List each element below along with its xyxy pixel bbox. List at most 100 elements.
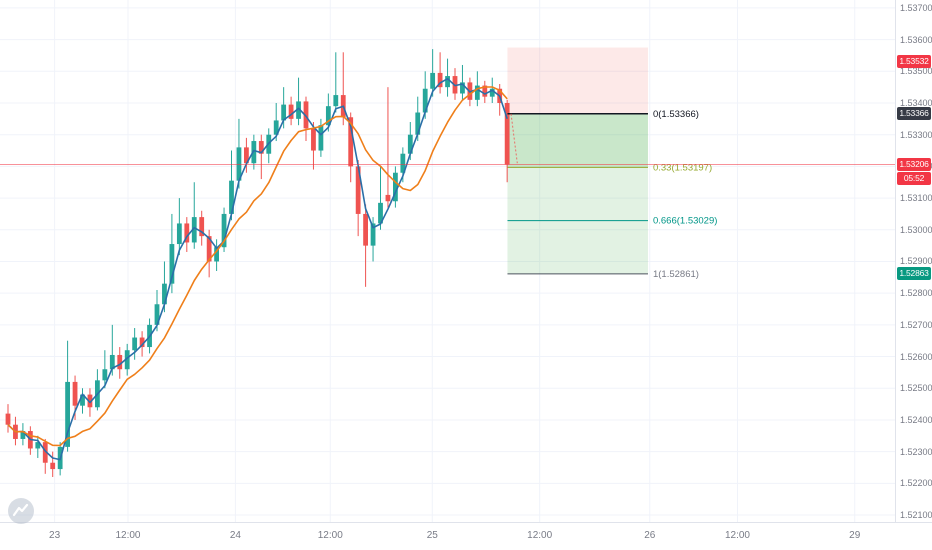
price-axis-label: 1.53000 — [900, 224, 932, 235]
high-price-badge: 1.53532 — [897, 54, 931, 68]
candle-body — [430, 72, 436, 89]
ma-slow-line — [7, 86, 508, 447]
candle-body — [296, 101, 301, 119]
candle-body — [244, 147, 249, 164]
fib-1-price-badge: 1.52863 — [897, 266, 931, 280]
candle-body — [370, 223, 376, 246]
candle-body — [407, 134, 413, 154]
candle-body — [50, 462, 56, 470]
candle-body — [42, 442, 48, 463]
candle-body — [422, 88, 428, 113]
candle-body — [348, 117, 354, 167]
price-axis-label: 1.53100 — [900, 193, 932, 204]
candle-body — [154, 304, 160, 325]
candle-body — [214, 247, 219, 262]
candle-body — [191, 217, 197, 243]
price-axis-label: 1.52800 — [900, 288, 932, 299]
candle-body — [80, 394, 85, 406]
candle-body — [72, 381, 78, 406]
candle-body — [258, 141, 264, 154]
fib-level-label: 0.33(1.53197) — [653, 162, 712, 173]
time-axis-label: 29 — [849, 530, 861, 541]
candlestick-plot[interactable]: 0(1.53366) 0.33(1.53197) 0.666(1.53029) 1(1… — [0, 0, 895, 522]
candle-body — [35, 442, 41, 449]
candle-body — [437, 72, 443, 88]
candle-body — [251, 141, 257, 164]
candle-body — [162, 283, 167, 305]
fib-zone[interactable] — [507, 167, 648, 221]
fib-trend-dash[interactable] — [510, 113, 518, 164]
candle-body — [303, 101, 309, 129]
candle-body — [184, 223, 190, 243]
candle-body — [65, 381, 70, 447]
candle-body — [445, 76, 450, 88]
fib-zone[interactable] — [507, 220, 648, 274]
price-axis-label: 1.53600 — [900, 34, 932, 45]
price-axis-label: 1.52500 — [900, 383, 932, 394]
time-axis-label: 12:00 — [317, 530, 343, 541]
candle-body — [20, 431, 26, 439]
candle-body — [363, 213, 368, 246]
countdown-badge: 05:52 — [897, 171, 931, 185]
candle-body — [378, 202, 383, 224]
candle-body — [482, 85, 488, 97]
candle-body — [109, 354, 115, 370]
time-axis-label: 12:00 — [724, 530, 750, 541]
candle-body — [87, 394, 93, 408]
candle-body — [504, 103, 510, 165]
candle-body — [355, 166, 361, 214]
price-axis-label: 1.52600 — [900, 351, 932, 362]
candle-body — [139, 337, 145, 348]
price-axis-label: 1.53500 — [900, 66, 932, 77]
price-axis-label: 1.53700 — [900, 2, 932, 13]
candle-body — [281, 104, 287, 121]
mountain-chart-icon — [8, 498, 34, 524]
candle-body — [5, 413, 11, 425]
time-axis-label: 12:00 — [527, 530, 553, 541]
candle-body — [318, 125, 324, 151]
fib-0-price-badge: 1.53366 — [897, 107, 931, 121]
candle-body — [221, 213, 227, 248]
candle-body — [325, 106, 331, 126]
price-axis-label: 1.52400 — [900, 414, 932, 425]
time-axis-label: 24 — [229, 530, 241, 541]
candle-body — [311, 128, 316, 151]
fib-level-label: 0(1.53366) — [653, 109, 699, 120]
price-axis-label: 1.52100 — [900, 510, 932, 521]
candle-body — [229, 180, 234, 214]
time-axis-label: 23 — [49, 530, 61, 541]
price-axis-label: 1.52900 — [900, 256, 932, 267]
candle-body — [333, 95, 339, 107]
price-axis-label: 1.53300 — [900, 129, 932, 140]
ma-fast-line — [7, 77, 508, 461]
fib-zone[interactable] — [507, 47, 648, 114]
price-axis-label: 1.52300 — [900, 446, 932, 457]
candle-body — [273, 120, 279, 135]
candle-body — [385, 194, 391, 202]
candle-body — [169, 244, 175, 284]
tradingview-watermark-logo[interactable] — [6, 496, 36, 526]
candle-body — [415, 112, 421, 135]
candle-body — [393, 172, 398, 202]
candle-body — [489, 88, 495, 97]
candle-body — [102, 369, 108, 381]
candle-body — [199, 217, 205, 237]
time-axis[interactable]: 23 12:00 24 12:00 25 12:00 26 12:00 29 — [0, 522, 932, 550]
fib-zone[interactable] — [507, 113, 648, 168]
price-axis-label: 1.53400 — [900, 98, 932, 108]
candle-body — [117, 354, 123, 370]
candle-body — [460, 82, 465, 94]
current-price-badge: 1.53206 — [897, 157, 931, 171]
candle-body — [206, 236, 212, 262]
fib-level-label: 1(1.52861) — [653, 269, 699, 280]
candle-body — [474, 85, 480, 100]
candle-body — [132, 337, 138, 351]
price-axis[interactable]: 1.53532 1.53366 1.53206 05:52 1.52863 1.… — [895, 0, 932, 522]
fib-level-label: 0.666(1.53029) — [653, 216, 717, 227]
time-axis-label: 25 — [426, 530, 438, 541]
candle-body — [176, 223, 182, 245]
time-axis-label: 26 — [644, 530, 656, 541]
price-axis-label: 1.52700 — [900, 319, 932, 330]
candle-body — [288, 104, 294, 119]
